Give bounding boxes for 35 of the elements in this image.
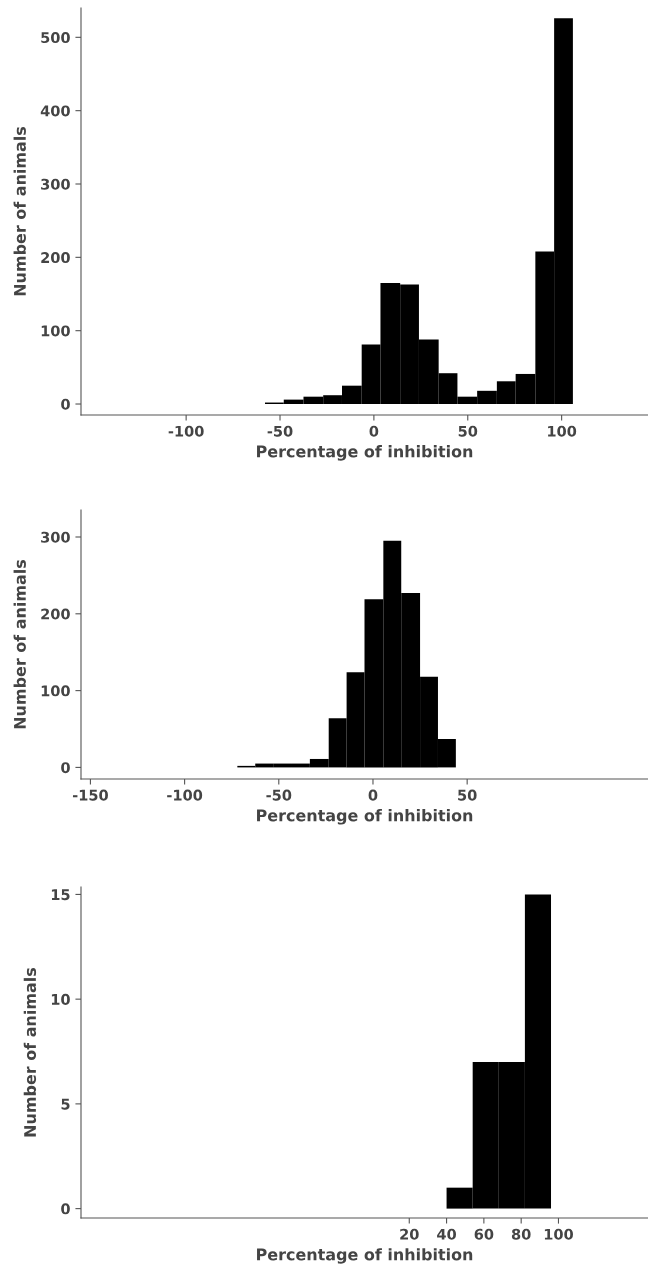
x-tick-label: -50 — [267, 425, 293, 437]
x-tick-label: 50 — [458, 789, 477, 801]
y-tick-label: 500 — [41, 32, 70, 44]
y-tick-label: 200 — [41, 252, 70, 264]
x-tick-label: 80 — [511, 1228, 531, 1240]
x-tick-label: -100 — [167, 789, 203, 801]
y-tick-label: 0 — [61, 398, 70, 410]
x-tick-label: 100 — [544, 1228, 573, 1240]
y-tick-label: 0 — [61, 762, 70, 774]
x-tick-label: 50 — [458, 425, 478, 437]
y-tick-label: 15 — [51, 889, 70, 901]
x-tick-label: 60 — [474, 1228, 494, 1240]
x-axis-title: Percentage of inhibition — [257, 1248, 473, 1264]
x-tick-label: -150 — [72, 789, 108, 801]
y-tick-label: 200 — [41, 608, 70, 620]
y-axis-title: Number of animals — [13, 126, 26, 296]
x-axis-title: Percentage of inhibition — [257, 809, 473, 825]
y-tick-label: 400 — [40, 105, 70, 117]
y-tick-label: 100 — [41, 685, 70, 697]
y-axis-title: Number of animals — [13, 559, 26, 729]
x-tick-label: -50 — [266, 789, 292, 801]
y-tick-label: 5 — [61, 1098, 70, 1110]
y-tick-label: 0 — [61, 1203, 70, 1215]
x-tick-label: -100 — [168, 425, 204, 437]
x-tick-label: 20 — [400, 1228, 419, 1240]
y-tick-label: 300 — [41, 178, 70, 190]
y-tick-label: 100 — [41, 325, 70, 337]
y-tick-label: 300 — [41, 531, 70, 543]
x-tick-label: 0 — [368, 789, 378, 801]
x-tick-label: 0 — [369, 425, 379, 437]
x-tick-label: 40 — [437, 1228, 457, 1240]
y-tick-label: 10 — [51, 993, 70, 1005]
x-axis-title: Percentage of inhibition — [257, 445, 473, 461]
y-axis-title: Number of animals — [23, 968, 37, 1137]
x-tick-label: 100 — [548, 425, 577, 437]
